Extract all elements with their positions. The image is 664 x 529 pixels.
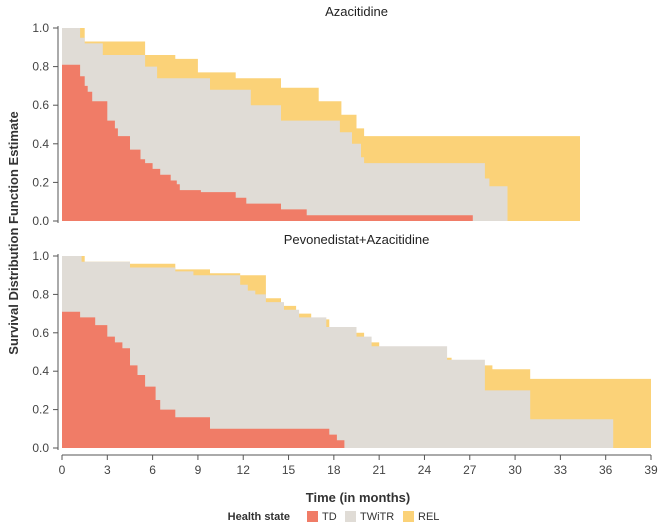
legend-label-twitr: TWiTR [360, 511, 394, 523]
x-tick-label: 12 [237, 463, 251, 477]
x-tick-label: 33 [554, 463, 568, 477]
y-axis-title: Survival Distribution Function Estimate [6, 111, 21, 354]
y-tick-label: 0.6 [32, 326, 49, 340]
y-tick-label: 0.2 [32, 175, 49, 189]
legend-title: Health state [228, 511, 290, 523]
x-tick-label: 18 [327, 463, 341, 477]
y-tick-label: 0.6 [32, 98, 49, 112]
legend: Health state TD TWiTR REL [228, 511, 439, 523]
y-tick-label: 1.0 [32, 21, 49, 35]
x-tick-label: 36 [599, 463, 613, 477]
x-tick-label: 6 [149, 463, 156, 477]
x-tick-label: 0 [59, 463, 66, 477]
series-td-area [62, 64, 473, 221]
x-tick-label: 24 [418, 463, 432, 477]
panel-title: Pevonedistat+Azacitidine [284, 232, 430, 247]
x-tick-label: 21 [372, 463, 386, 477]
x-tick-label: 15 [282, 463, 296, 477]
x-axis-title: Time (in months) [306, 490, 410, 505]
legend-label-td: TD [322, 511, 337, 523]
y-tick-label: 0.8 [32, 60, 49, 74]
panel-2: Pevonedistat+Azacitidine 0.0 0.2 0.4 0.6 0.8 1… [32, 232, 651, 455]
legend-swatch-td [307, 511, 318, 522]
y-tick-label: 0.8 [32, 287, 49, 301]
y-tick-label: 0.0 [32, 214, 49, 228]
panel-1: Azacitidine 0.0 0.2 0.4 0.6 0.8 1.0 [32, 4, 580, 228]
legend-label-rel: REL [418, 511, 439, 523]
x-tick-label: 3 [104, 463, 111, 477]
y-tick-label: 0.4 [32, 364, 49, 378]
legend-swatch-twitr [345, 511, 356, 522]
series-twitr-area [62, 256, 614, 448]
y-tick-label: 0.4 [32, 137, 49, 151]
y-tick-label: 0.0 [32, 441, 49, 455]
x-tick-label: 39 [644, 463, 658, 477]
legend-swatch-rel [403, 511, 414, 522]
x-tick-label: 9 [195, 463, 202, 477]
series-td-area [62, 311, 345, 448]
y-tick-label: 1.0 [32, 249, 49, 263]
y-tick-label: 0.2 [32, 403, 49, 417]
series-twitr-area [62, 28, 508, 221]
x-tick-label: 27 [463, 463, 477, 477]
x-tick-label: 30 [508, 463, 522, 477]
panel-title: Azacitidine [325, 4, 388, 19]
